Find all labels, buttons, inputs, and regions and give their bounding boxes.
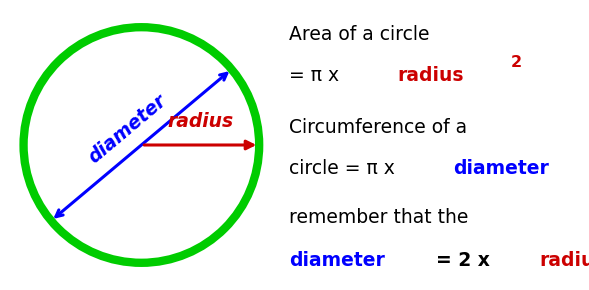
Text: radius: radius [539, 251, 589, 271]
Text: 2: 2 [511, 55, 522, 70]
Text: = π x: = π x [289, 66, 345, 85]
Text: = 2 x: = 2 x [436, 251, 497, 271]
Text: remember that the: remember that the [289, 208, 469, 227]
Text: diameter: diameter [85, 91, 170, 167]
Text: circle = π x: circle = π x [289, 159, 401, 178]
Text: radius: radius [397, 66, 464, 85]
Text: radius: radius [167, 112, 233, 131]
Text: Area of a circle: Area of a circle [289, 25, 430, 44]
Text: Circumference of a: Circumference of a [289, 118, 468, 137]
Text: diameter: diameter [289, 251, 385, 271]
Text: diameter: diameter [453, 159, 549, 178]
